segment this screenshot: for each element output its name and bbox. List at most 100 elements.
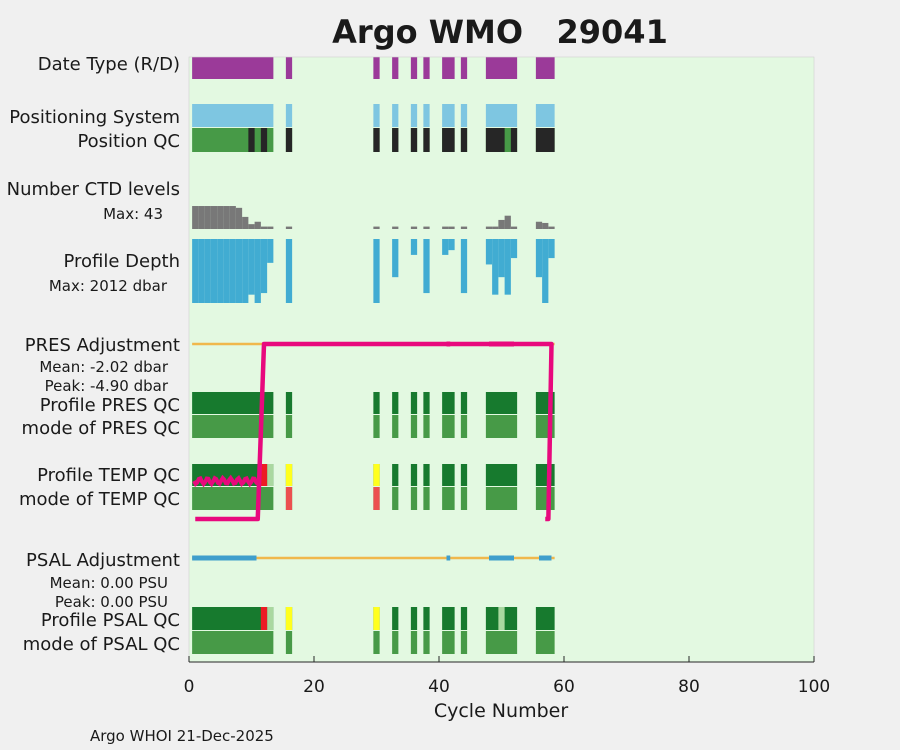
positioning-bar: [535, 104, 555, 127]
psal-mode-bar: [485, 631, 518, 654]
row-label-temp-mode: mode of TEMP QC: [19, 489, 180, 510]
ctd-levels-bar: [285, 226, 293, 229]
profile-depth-bar: [504, 239, 511, 295]
x-axis-label: Cycle Number: [434, 700, 568, 722]
x-tick-label: 100: [798, 677, 830, 697]
ctd-levels-bar: [442, 226, 449, 229]
psal-qc-light-bar: [498, 607, 505, 630]
row-label-n-ctd: Number CTD levels: [7, 179, 180, 200]
temp-mode-bar: [485, 487, 518, 510]
profile-depth-bar: [373, 239, 380, 303]
profile-depth-bar: [267, 239, 274, 263]
profile-depth-bar: [242, 239, 249, 303]
row-label-pres-qc: Profile PRES QC: [40, 395, 180, 416]
date-type-bar: [442, 57, 455, 79]
profile-depth-bar: [229, 239, 236, 303]
pres-qc-bar: [485, 392, 518, 414]
position-qc-dark-bar: [410, 128, 418, 152]
profile-depth-bar: [192, 239, 199, 303]
temp-mode-bar: [442, 487, 455, 510]
position-qc-bar: [192, 128, 274, 152]
positioning-bar: [373, 104, 380, 127]
pres-qc-bar: [442, 392, 455, 414]
position-qc-dark-bar: [392, 128, 399, 152]
profile-depth-bar: [198, 239, 205, 303]
pres-mode-bar: [460, 415, 468, 438]
temp-mode-bad-bar: [285, 487, 293, 510]
psal-mode-bar: [192, 631, 274, 654]
psal-qc-bar: [423, 607, 430, 630]
temp-qc-bar: [535, 464, 555, 486]
pres-mode-bar: [442, 415, 455, 438]
ctd-levels-bar: [492, 226, 499, 229]
profile-depth-bar: [498, 239, 505, 278]
date-type-bar: [192, 57, 274, 79]
pres-qc-bar: [373, 392, 380, 414]
ctd-max-annotation: Max: 43: [103, 205, 163, 223]
temp-qc-bar: [410, 464, 418, 486]
ctd-levels-bar: [448, 226, 455, 229]
ctd-levels-bar: [192, 206, 199, 229]
ctd-levels-bar: [242, 216, 249, 229]
psal-mode-bar: [442, 631, 455, 654]
psal-qc-light-bar: [267, 607, 274, 630]
ctd-levels-bar: [260, 226, 268, 229]
ctd-levels-bar: [223, 206, 230, 229]
profile-depth-bar: [492, 239, 499, 295]
profile-depth-bar: [485, 239, 493, 265]
x-tick-label: 20: [303, 677, 325, 697]
ctd-levels-bar: [248, 224, 255, 229]
profile-depth-bar: [285, 239, 293, 303]
ctd-levels-bar: [267, 226, 274, 229]
profile-depth-bar: [210, 239, 218, 303]
ctd-levels-bar: [542, 222, 549, 229]
date-type-bar: [373, 57, 380, 79]
psal-qc-bar: [442, 607, 455, 630]
row-label-psal-adj: PSAL Adjustment: [26, 550, 180, 571]
temp-qc-bad-bar: [260, 464, 268, 486]
positioning-bar: [192, 104, 274, 127]
ctd-levels-bar: [210, 206, 218, 229]
positioning-bar: [410, 104, 418, 127]
pres-mode-bar: [373, 415, 380, 438]
ctd-levels-bar: [198, 206, 205, 229]
temp-qc-bar: [460, 464, 468, 486]
row-label-positioning: Positioning System: [9, 107, 180, 128]
date-type-bar: [460, 57, 468, 79]
temp-mode-bar: [392, 487, 399, 510]
profile-depth-bar: [217, 239, 224, 303]
position-qc-dark-bar: [260, 128, 268, 152]
position-qc-dark-bar: [285, 128, 293, 152]
ctd-levels-bar: [460, 226, 468, 229]
row-label-pres-adj: PRES Adjustment: [25, 335, 180, 356]
ctd-levels-bar: [373, 226, 380, 229]
psal-mode-bar: [285, 631, 293, 654]
ctd-levels-bar: [510, 226, 518, 229]
profile-depth-bar: [548, 239, 555, 259]
date-type-bar: [485, 57, 518, 79]
position-qc-dark-bar: [423, 128, 430, 152]
profile-depth-bar: [260, 239, 268, 294]
profile-depth-bar: [392, 239, 399, 278]
position-qc-dark-bar: [510, 128, 518, 152]
pres-qc-bar: [192, 392, 274, 414]
date-type-bar: [392, 57, 399, 79]
positioning-bar: [485, 104, 518, 127]
ctd-levels-bar: [548, 226, 555, 229]
row-label-position-qc: Position QC: [77, 131, 180, 152]
position-qc-dark-bar: [248, 128, 255, 152]
ctd-levels-bar: [229, 206, 236, 229]
psal-qc-bar: [460, 607, 468, 630]
psal-peak-annotation: Peak: 0.00 PSU: [55, 593, 168, 611]
x-tick-label: 60: [553, 677, 575, 697]
psal-qc-bad-bar: [260, 607, 268, 630]
psal-mean-annotation: Mean: 0.00 PSU: [50, 574, 168, 592]
positioning-bar: [392, 104, 399, 127]
temp-mode-bar: [423, 487, 430, 510]
date-type-bar: [410, 57, 418, 79]
profile-depth-bar: [442, 239, 449, 255]
psal-mode-bar: [460, 631, 468, 654]
temp-qc-light-bar: [267, 464, 274, 486]
profile-depth-bar: [248, 239, 255, 295]
